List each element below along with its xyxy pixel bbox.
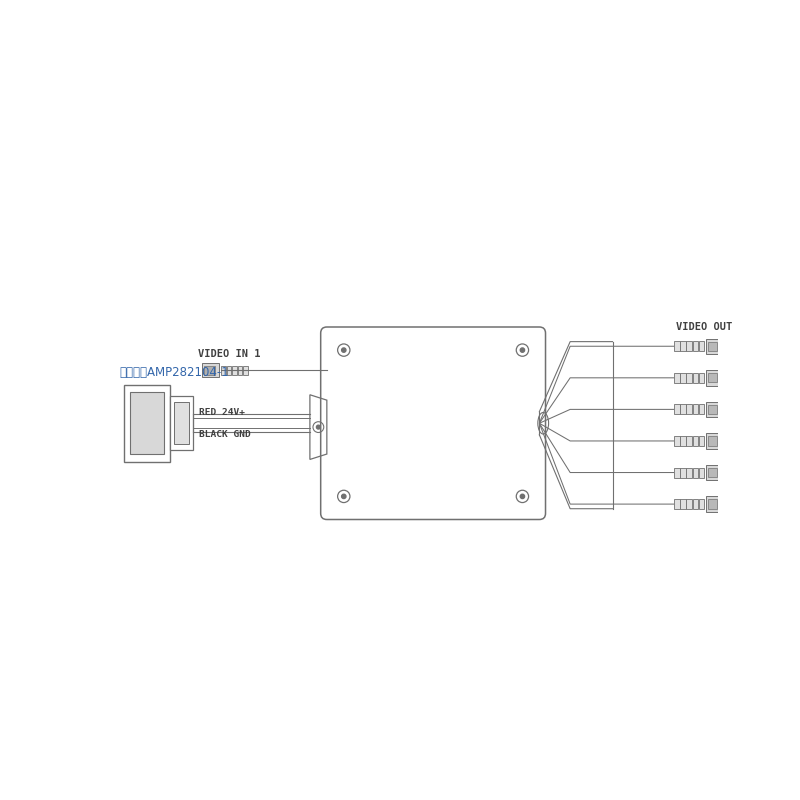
Text: 电源接口AMP282104-1: 电源接口AMP282104-1 [120, 366, 230, 378]
Bar [130, 393, 163, 454]
Bar [698, 342, 704, 351]
Bar [693, 404, 698, 414]
Bar [205, 366, 215, 374]
Bar [693, 499, 698, 509]
Bar [232, 366, 237, 374]
Bar [680, 342, 686, 351]
Bar [719, 496, 726, 512]
Bar [238, 366, 242, 374]
Bar [706, 434, 719, 449]
Bar [674, 342, 679, 351]
Circle shape [342, 348, 346, 352]
Bar [686, 404, 692, 414]
Bar [680, 373, 686, 383]
Bar [698, 404, 704, 414]
Bar [170, 396, 193, 450]
Bar [686, 373, 692, 383]
Bar [693, 467, 698, 478]
Bar [719, 338, 726, 354]
Bar [674, 499, 679, 509]
Bar [708, 342, 717, 351]
Bar [693, 436, 698, 446]
Bar [674, 436, 679, 446]
Bar [706, 338, 719, 354]
FancyBboxPatch shape [321, 327, 546, 519]
Bar [680, 467, 686, 478]
Bar [719, 370, 726, 386]
Bar [202, 363, 219, 377]
Text: BLACK GND: BLACK GND [199, 430, 250, 438]
Bar [680, 499, 686, 509]
Bar [698, 467, 704, 478]
Bar [719, 402, 726, 417]
Bar [708, 373, 717, 382]
Bar [686, 499, 692, 509]
Bar [222, 366, 226, 374]
Bar [708, 405, 717, 414]
Bar [693, 342, 698, 351]
Circle shape [520, 348, 525, 352]
Circle shape [317, 425, 320, 429]
Bar [686, 436, 692, 446]
Bar [708, 436, 717, 446]
Bar [708, 468, 717, 477]
Circle shape [342, 494, 346, 498]
Bar [708, 499, 717, 509]
Bar [686, 342, 692, 351]
Bar [706, 465, 719, 480]
Bar [680, 436, 686, 446]
Text: RED 24V+: RED 24V+ [199, 408, 245, 417]
Bar [674, 404, 679, 414]
Bar [719, 434, 726, 449]
Bar [706, 370, 719, 386]
Bar [706, 402, 719, 417]
Bar [680, 404, 686, 414]
Text: VIDEO IN 1: VIDEO IN 1 [198, 350, 261, 359]
Bar [674, 373, 679, 383]
Bar [686, 467, 692, 478]
Bar [693, 373, 698, 383]
Bar [698, 499, 704, 509]
Text: VIDEO OUT: VIDEO OUT [676, 322, 732, 332]
Bar [674, 467, 679, 478]
Bar [226, 366, 231, 374]
Bar [243, 366, 247, 374]
Bar [698, 436, 704, 446]
Circle shape [520, 494, 525, 498]
Bar [706, 496, 719, 512]
Bar [123, 385, 170, 462]
Bar [719, 465, 726, 480]
Bar [698, 373, 704, 383]
Bar [174, 402, 189, 444]
